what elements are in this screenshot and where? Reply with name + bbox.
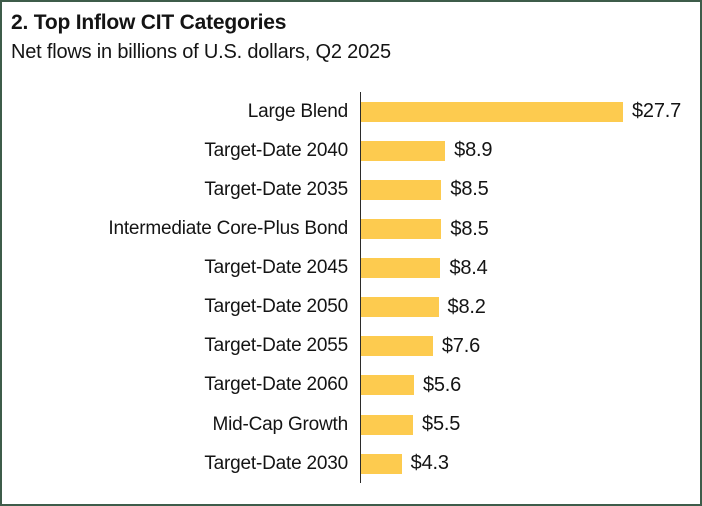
category-label: Target-Date 2030 xyxy=(204,452,348,474)
bar xyxy=(361,179,442,200)
bar xyxy=(361,375,414,396)
chart-subtitle: Net flows in billions of U.S. dollars, Q… xyxy=(11,41,391,64)
plot-area: $8.9 xyxy=(360,131,700,171)
value-label: $8.2 xyxy=(447,295,486,318)
bar xyxy=(361,140,446,161)
plot-area: $8.2 xyxy=(360,287,700,327)
category-label: Target-Date 2050 xyxy=(204,296,348,318)
bar xyxy=(361,258,441,279)
chart-title: 2. Top Inflow CIT Categories xyxy=(11,11,287,34)
category-label: Target-Date 2060 xyxy=(204,374,348,396)
plot-area: $8.4 xyxy=(360,248,700,288)
category-label: Mid-Cap Growth xyxy=(212,413,348,435)
bar-chart: Large Blend $27.7 Target-Date 2040 $8.9 Targ… xyxy=(2,92,700,484)
chart-header: 2. Top Inflow CIT Categories Net flows i… xyxy=(2,2,700,65)
bar-row: Large Blend $27.7 xyxy=(2,92,700,132)
category-label: Target-Date 2045 xyxy=(204,257,348,279)
bar-row: Intermediate Core-Plus Bond $8.5 xyxy=(2,209,700,249)
bar-row: Target-Date 2045 $8.4 xyxy=(2,248,700,288)
value-label: $4.3 xyxy=(410,452,449,475)
bar-row: Mid-Cap Growth $5.5 xyxy=(2,405,700,445)
bar-row: Target-Date 2060 $5.6 xyxy=(2,365,700,405)
value-label: $8.9 xyxy=(454,139,493,162)
plot-area: $5.6 xyxy=(360,365,700,405)
bar xyxy=(361,453,402,474)
plot-area: $7.6 xyxy=(360,326,700,366)
category-label: Target-Date 2055 xyxy=(204,335,348,357)
bar-row: Target-Date 2050 $8.2 xyxy=(2,287,700,327)
plot-area: $8.5 xyxy=(360,209,700,249)
bar xyxy=(361,297,439,318)
value-label: $8.5 xyxy=(450,217,489,240)
bar-row: Target-Date 2030 $4.3 xyxy=(2,444,700,484)
plot-area: $27.7 xyxy=(360,92,700,132)
category-label: Intermediate Core-Plus Bond xyxy=(108,218,348,240)
plot-area: $4.3 xyxy=(360,444,700,484)
category-label: Large Blend xyxy=(247,100,348,122)
bar xyxy=(361,414,414,435)
value-label: $8.4 xyxy=(449,256,488,279)
bar-row: Target-Date 2055 $7.6 xyxy=(2,326,700,366)
bar-row: Target-Date 2040 $8.9 xyxy=(2,131,700,171)
category-label: Target-Date 2035 xyxy=(204,178,348,200)
value-label: $27.7 xyxy=(632,100,682,123)
value-label: $8.5 xyxy=(450,178,489,201)
plot-area: $5.5 xyxy=(360,405,700,445)
value-label: $5.6 xyxy=(422,373,462,396)
bar xyxy=(361,101,623,122)
category-label: Target-Date 2040 xyxy=(204,139,348,161)
plot-area: $8.5 xyxy=(360,170,700,210)
bar xyxy=(361,219,442,240)
bar-row: Target-Date 2035 $8.5 xyxy=(2,170,700,210)
value-label: $5.5 xyxy=(422,413,461,436)
bar xyxy=(361,336,433,357)
value-label: $7.6 xyxy=(441,334,481,357)
